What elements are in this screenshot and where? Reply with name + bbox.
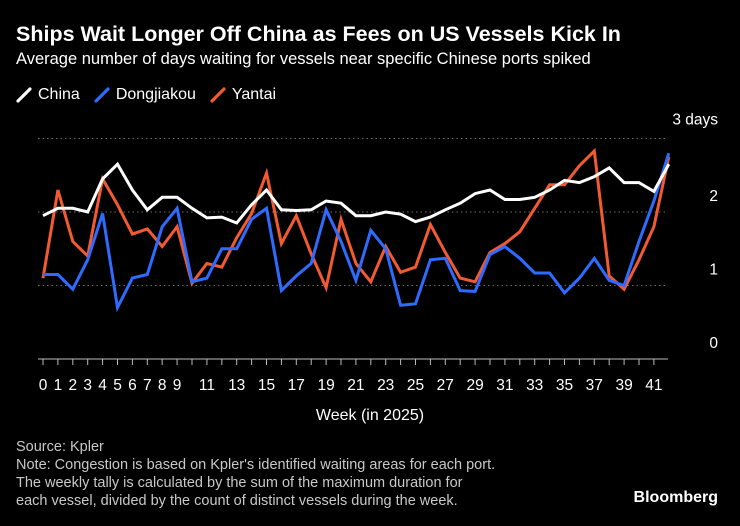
source-text: Source: Kpler [16,439,104,455]
legend-item-china: China [16,86,80,104]
series-line-dongjiakou [43,152,671,313]
x-tick-label-21: 21 [347,377,364,394]
x-tick-label-9: 9 [173,377,182,394]
x-tick-label-27: 27 [437,377,454,394]
x-tick-label-29: 29 [466,377,483,394]
x-tick-label-0: 0 [39,377,48,394]
y-tick-label-3: 3 days [672,112,718,129]
legend-item-yantai: Yantai [210,86,276,104]
x-tick-label-41: 41 [645,377,662,394]
legend-label-dongjiakou: Dongjiakou [115,86,196,103]
x-tick-label-1: 1 [54,377,63,394]
legend-swatch-yantai [210,87,226,103]
x-tick-label-2: 2 [68,377,77,394]
series-line-yantai [41,147,671,293]
y-tick-label-2: 2 [709,188,718,205]
note-line-3: each vessel, divided by the count of dis… [16,493,458,509]
x-tick-label-11: 11 [199,377,215,394]
legend: China Dongjiakou Yantai [16,86,290,104]
x-tick-label-33: 33 [526,377,543,394]
x-tick-label-6: 6 [128,377,137,394]
x-tick-label-25: 25 [407,377,424,394]
x-axis-label: Week (in 2025) [316,407,424,424]
x-tick-label-35: 35 [556,377,573,394]
note-line-1: Note: Congestion is based on Kpler's ide… [16,457,496,473]
x-tick-label-19: 19 [317,377,334,394]
x-tick-label-15: 15 [258,377,275,394]
legend-swatch-dongjiakou [94,87,110,103]
x-tick-label-8: 8 [158,377,167,394]
x-tick-label-37: 37 [586,377,603,394]
legend-swatch-china [16,87,32,103]
legend-item-dongjiakou: Dongjiakou [94,86,196,104]
x-tick-label-17: 17 [288,377,305,394]
x-tick-label-23: 23 [377,377,394,394]
x-tick-label-31: 31 [496,377,513,394]
x-tick-label-3: 3 [83,377,92,394]
legend-label-china: China [38,86,80,103]
y-tick-label-0: 0 [709,335,718,352]
x-tick-label-13: 13 [228,377,245,394]
y-tick-label-1: 1 [709,262,718,279]
footer: Source: Kpler Note: Congestion is based … [16,438,616,510]
brand-logo-text: Bloomberg [633,489,718,506]
chart-title: Ships Wait Longer Off China as Fees on U… [16,22,621,46]
series-line-china [42,161,671,225]
note-line-2: The weekly tally is calculated by the su… [16,475,463,491]
x-tick-label-4: 4 [98,377,107,394]
x-tick-label-7: 7 [143,377,152,394]
chart-subtitle: Average number of days waiting for vesse… [16,50,591,68]
x-tick-label-39: 39 [615,377,632,394]
legend-label-yantai: Yantai [231,86,277,103]
x-tick-label-5: 5 [113,377,122,394]
